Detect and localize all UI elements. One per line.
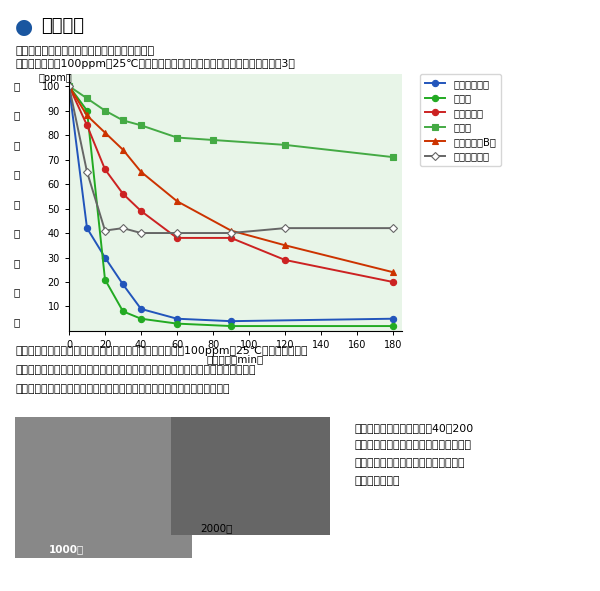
Text: 残: 残: [14, 229, 20, 238]
Line: 珪藻土: 珪藻土: [66, 83, 396, 329]
活性炭: [101, 107, 109, 114]
Text: 度: 度: [14, 317, 20, 327]
Text: 消臭性能: 消臭性能: [41, 17, 84, 34]
Text: ア: ア: [14, 199, 20, 209]
ゼオライト: [389, 278, 397, 285]
セピオライト: [227, 229, 235, 236]
Text: 2000倍: 2000倍: [200, 523, 232, 533]
稚内珪藻頁岩: [119, 281, 127, 288]
Text: 持っています。: 持っています。: [354, 476, 400, 486]
シリカゲルB型: [173, 197, 181, 204]
Line: 稚内珪藻頁岩: 稚内珪藻頁岩: [66, 83, 396, 324]
Text: ア: ア: [14, 81, 20, 90]
シリカゲルB型: [281, 242, 289, 249]
珪藻土: [119, 308, 127, 315]
活性炭: [119, 117, 127, 124]
シリカゲルB型: [101, 129, 109, 136]
ゼオライト: [227, 235, 235, 242]
珪藻土: [137, 315, 145, 322]
稚内珪藻頁岩: [137, 306, 145, 313]
Text: ●: ●: [15, 17, 33, 37]
Line: シリカゲルB型: シリカゲルB型: [66, 83, 396, 275]
セピオライト: [389, 225, 397, 232]
シリカゲルB型: [119, 146, 127, 153]
ゼオライト: [65, 83, 73, 90]
珪藻土: [101, 276, 109, 283]
ゼオライト: [137, 207, 145, 215]
Text: 1000倍: 1000倍: [49, 544, 83, 554]
ゼオライト: [173, 235, 181, 242]
シリカゲルB型: [137, 168, 145, 176]
活性炭: [83, 95, 91, 102]
Line: セピオライト: セピオライト: [66, 83, 396, 236]
セピオライト: [101, 227, 109, 234]
Text: ニ: ニ: [14, 170, 20, 179]
活性炭: [137, 122, 145, 129]
セピオライト: [83, 168, 91, 176]
セピオライト: [65, 83, 73, 90]
Line: ゼオライト: ゼオライト: [66, 83, 396, 285]
Text: 珪藻岩（稚内珪藻頁岩）と他の消臭材が、アンモニア濃度100ppm（25℃）に対する濃度: 珪藻岩（稚内珪藻頁岩）と他の消臭材が、アンモニア濃度100ppm（25℃）に対す…: [15, 346, 308, 356]
Line: 活性炭: 活性炭: [66, 83, 396, 160]
稚内珪藻頁岩: [83, 225, 91, 232]
稚内珪藻頁岩: [173, 315, 181, 322]
セピオライト: [119, 225, 127, 232]
Text: 存: 存: [14, 258, 20, 268]
シリカゲルB型: [83, 112, 91, 119]
珪藻土: [83, 107, 91, 114]
X-axis label: 経過時間（min）: 経過時間（min）: [207, 354, 264, 364]
セピオライト: [173, 229, 181, 236]
珪藻土: [173, 320, 181, 327]
Text: ン: ン: [14, 111, 20, 120]
Text: 他の消臭材とのアンモニア消臭測定比較テスト: 他の消臭材とのアンモニア消臭測定比較テスト: [15, 46, 154, 56]
稚内珪藻頁岩: [389, 315, 397, 322]
Legend: 稚内珪藻頁岩, 珪藻土, ゼオライト, 活性炭, シリカゲルB型, セピオライト: 稚内珪藻頁岩, 珪藻土, ゼオライト, 活性炭, シリカゲルB型, セピオライト: [421, 74, 501, 166]
活性炭: [173, 134, 181, 141]
ゼオライト: [119, 190, 127, 197]
Text: モ: モ: [14, 140, 20, 150]
ゼオライト: [101, 166, 109, 173]
活性炭: [65, 83, 73, 90]
Text: 短時間で濃度低減をおこなう消臭機能が抜群であることを示しています。: 短時間で濃度低減をおこなう消臭機能が抜群であることを示しています。: [15, 384, 229, 394]
活性炭: [281, 141, 289, 148]
稚内珪藻頁岩: [65, 83, 73, 90]
セピオライト: [137, 229, 145, 236]
シリカゲルB型: [389, 269, 397, 276]
Text: アンモニア濃度100ppm（25℃）に対する濃度吸着低下による消臭実験測定（表3）: アンモニア濃度100ppm（25℃）に対する濃度吸着低下による消臭実験測定（表3…: [15, 59, 295, 69]
稚内珪藻頁岩: [227, 317, 235, 324]
Text: ナノメートル）を持つ多孔質材で、湿気: ナノメートル）を持つ多孔質材で、湿気: [354, 440, 471, 450]
Text: （ppm）: （ppm）: [39, 73, 73, 83]
Text: 吸着低減による消臭実験の測定比較図。珪藻岩は他の消臭材よりも急速に吸着し、: 吸着低減による消臭実験の測定比較図。珪藻岩は他の消臭材よりも急速に吸着し、: [15, 365, 256, 375]
Text: 珪藻岩は自然の無数の孔（40〜200: 珪藻岩は自然の無数の孔（40〜200: [354, 423, 473, 433]
珪藻土: [227, 323, 235, 330]
活性炭: [209, 137, 217, 144]
珪藻土: [389, 323, 397, 330]
シリカゲルB型: [227, 227, 235, 234]
Text: 濃: 濃: [14, 288, 20, 297]
稚内珪藻頁岩: [101, 254, 109, 261]
活性炭: [389, 154, 397, 161]
珪藻土: [65, 83, 73, 90]
シリカゲルB型: [65, 83, 73, 90]
Text: や化学物質などを吸着保持する性質を: や化学物質などを吸着保持する性質を: [354, 458, 464, 468]
ゼオライト: [281, 256, 289, 264]
セピオライト: [281, 225, 289, 232]
ゼオライト: [83, 122, 91, 129]
